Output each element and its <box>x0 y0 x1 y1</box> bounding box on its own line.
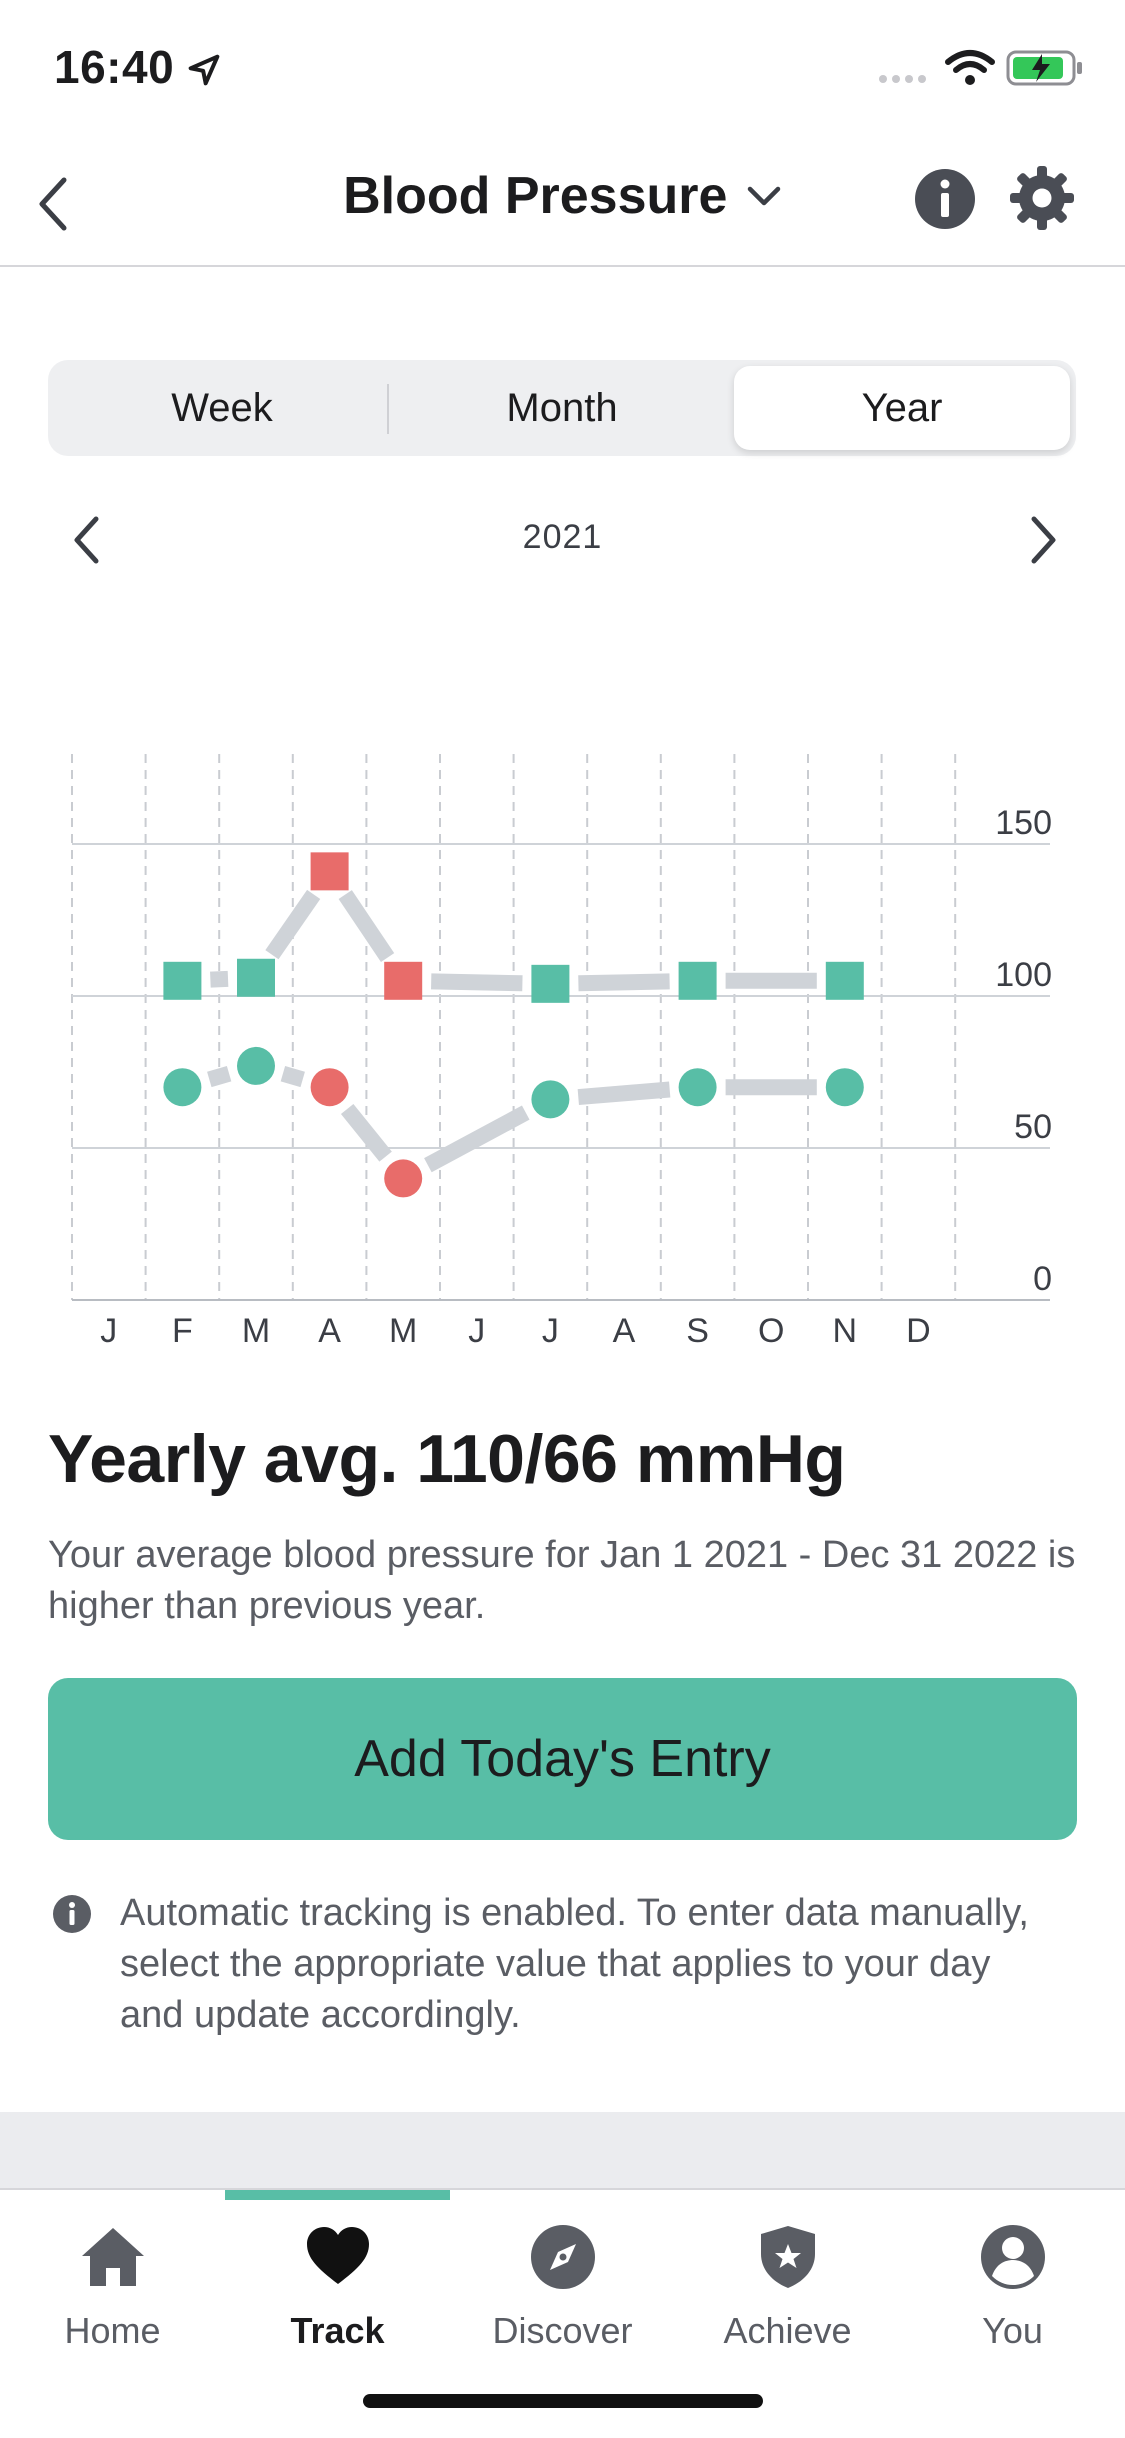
page-title: Blood Pressure <box>343 167 728 225</box>
chevron-left-icon <box>39 177 67 231</box>
shield-star-icon <box>761 2226 815 2288</box>
systolic-point <box>531 964 570 1003</box>
x-tick-label: A <box>318 1312 341 1350</box>
series-line-segment <box>578 973 670 992</box>
status-time: 16:40 <box>54 41 175 93</box>
systolic-point <box>163 961 202 1000</box>
diastolic-point <box>163 1068 202 1107</box>
segment-year[interactable]: Year <box>734 366 1070 450</box>
systolic-point <box>825 961 864 1000</box>
y-tick-label: 100 <box>995 956 1052 994</box>
x-tick-label: J <box>468 1312 485 1350</box>
compass-icon <box>531 2225 595 2289</box>
info-icon[interactable] <box>913 167 977 231</box>
diastolic-point <box>384 1159 423 1198</box>
x-tick-label: D <box>906 1312 931 1350</box>
heart-icon <box>307 2227 369 2284</box>
period-segmented-control: Week Month Year <box>48 360 1076 456</box>
tab-track[interactable]: Track <box>225 2206 450 2356</box>
systolic-point <box>310 852 349 891</box>
chevron-left-icon <box>74 516 99 564</box>
systolic-point <box>678 961 717 1000</box>
tracking-notice: Automatic tracking is enabled. To enter … <box>120 1892 1029 2036</box>
y-tick-label: 50 <box>1014 1108 1052 1146</box>
yearly-average-description: Your average blood pressure for Jan 1 20… <box>48 1534 1076 1627</box>
series-line-segment <box>424 1105 530 1173</box>
diastolic-point <box>825 1068 864 1107</box>
tab-label: You <box>982 2310 1043 2351</box>
chevron-down-icon <box>747 186 781 206</box>
x-tick-label: N <box>833 1312 858 1350</box>
x-tick-label: O <box>758 1312 784 1350</box>
tab-discover[interactable]: Discover <box>450 2206 675 2356</box>
wifi-icon <box>945 50 995 85</box>
gear-icon[interactable] <box>1008 164 1076 232</box>
diastolic-point <box>310 1068 349 1107</box>
systolic-point <box>384 961 423 1000</box>
x-tick-label: A <box>613 1312 636 1350</box>
diastolic-point <box>678 1068 717 1107</box>
y-tick-label: 0 <box>1033 1260 1052 1298</box>
series-line-segment <box>280 1066 305 1088</box>
series-line-segment <box>265 889 321 960</box>
info-icon <box>53 1895 91 1933</box>
y-tick-label: 150 <box>995 804 1052 842</box>
previous-period-button[interactable] <box>58 508 114 572</box>
series-line-segment <box>431 973 523 992</box>
back-button[interactable] <box>18 164 88 244</box>
x-tick-label: M <box>389 1312 417 1350</box>
tab-label: Discover <box>492 2310 633 2351</box>
next-period-button[interactable] <box>1016 508 1072 572</box>
tab-label: Home <box>64 2310 161 2351</box>
x-tick-label: S <box>686 1312 709 1350</box>
tab-label: Achieve <box>723 2310 852 2351</box>
location-arrow-icon <box>188 54 220 86</box>
home-indicator <box>363 2394 763 2408</box>
x-tick-label: J <box>100 1312 117 1350</box>
user-icon <box>981 2225 1045 2289</box>
status-bar: 16:40 <box>0 0 1125 140</box>
blood-pressure-chart: 0 50 100 150 J F M A M J J A S O N D <box>71 754 1052 1350</box>
series-line-segment <box>577 1081 671 1106</box>
series-line-segment <box>340 1103 392 1162</box>
tab-label: Track <box>290 2310 385 2351</box>
add-entry-button[interactable]: Add Today's Entry <box>48 1678 1077 1840</box>
yearly-average-title: Yearly avg. 110/66 mmHg <box>48 1421 846 1497</box>
tab-you[interactable]: You <box>900 2206 1125 2356</box>
active-tab-indicator <box>225 2190 450 2200</box>
tab-achieve[interactable]: Achieve <box>675 2206 900 2356</box>
home-icon <box>82 2228 144 2286</box>
nav-bar: Blood Pressure <box>0 140 1125 267</box>
period-label: 2021 <box>522 518 603 556</box>
series-line-segment <box>338 890 395 963</box>
title-dropdown[interactable]: Blood Pressure <box>0 166 1125 226</box>
period-navigator: 2021 <box>0 500 1125 580</box>
cellular-signal-icon <box>879 75 926 83</box>
diastolic-point <box>237 1046 275 1085</box>
segment-week[interactable]: Week <box>171 385 273 430</box>
x-tick-label: F <box>172 1312 193 1350</box>
segment-divider <box>387 384 389 434</box>
series-line-segment <box>207 1066 232 1088</box>
battery-charging-icon <box>1006 50 1082 86</box>
segment-month[interactable]: Month <box>506 385 618 430</box>
series-line-segment <box>210 970 229 988</box>
x-tick-label: M <box>242 1312 270 1350</box>
chevron-right-icon <box>1031 516 1056 564</box>
systolic-point <box>237 958 275 997</box>
section-divider-band <box>0 2112 1125 2188</box>
tab-home[interactable]: Home <box>0 2206 225 2356</box>
x-tick-label: J <box>542 1312 559 1350</box>
diastolic-point <box>531 1080 570 1119</box>
